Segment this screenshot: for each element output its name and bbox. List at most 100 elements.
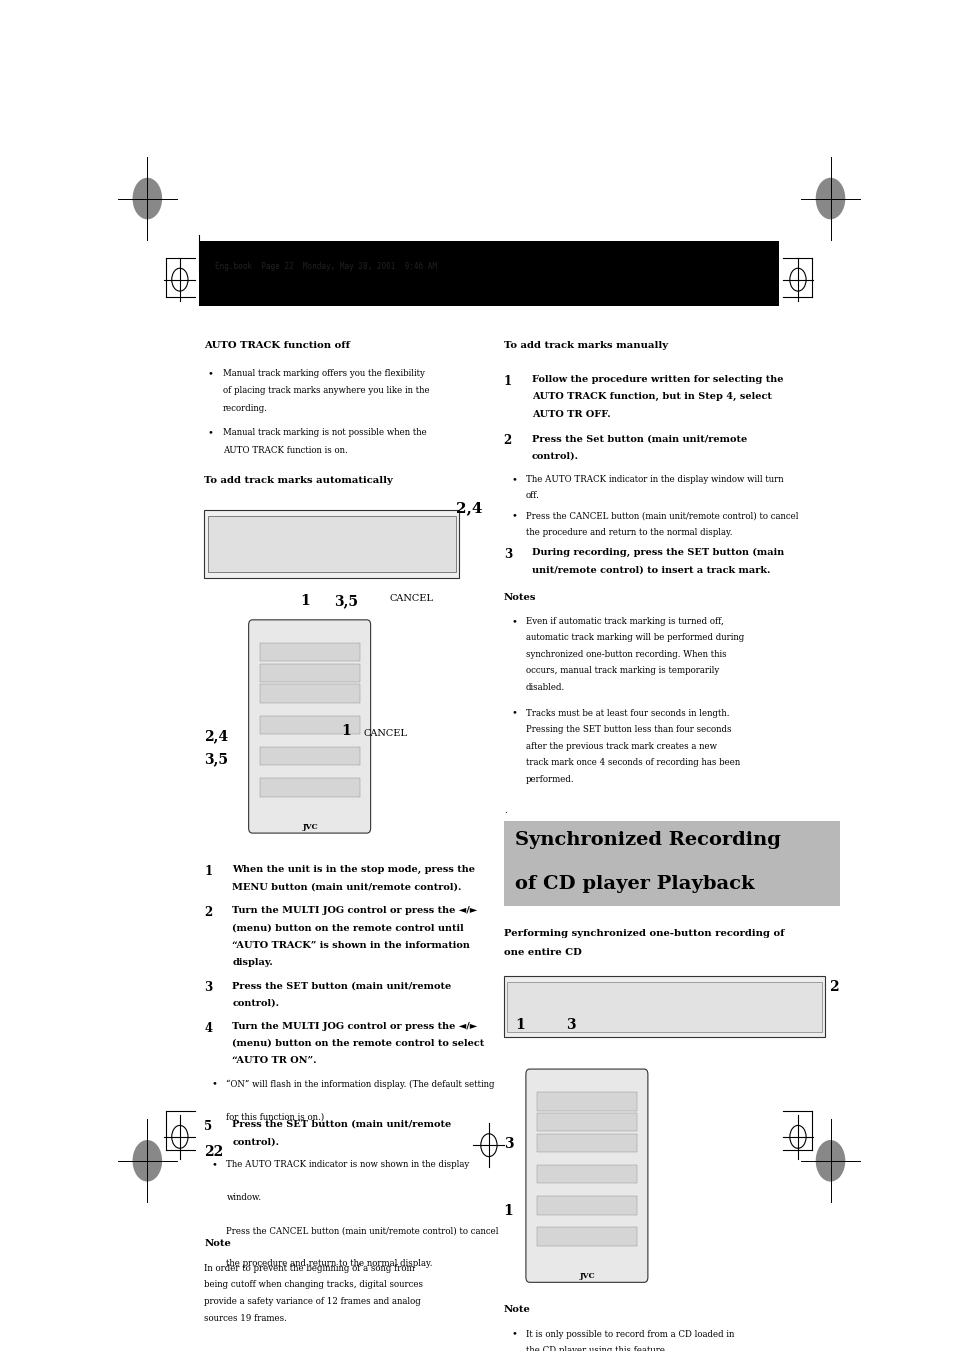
Text: “AUTO TRACK” is shown in the information: “AUTO TRACK” is shown in the information [233, 940, 470, 950]
Text: To add track marks automatically: To add track marks automatically [204, 476, 393, 485]
Text: JVC: JVC [302, 823, 317, 831]
FancyBboxPatch shape [537, 1113, 637, 1132]
Text: (menu) button on the remote control to select: (menu) button on the remote control to s… [233, 1039, 484, 1048]
Text: •: • [208, 369, 213, 378]
FancyBboxPatch shape [199, 242, 778, 305]
Text: 4: 4 [204, 1021, 213, 1035]
Text: control).: control). [233, 1138, 279, 1146]
FancyBboxPatch shape [259, 778, 359, 797]
Text: Tracks must be at least four seconds in length.: Tracks must be at least four seconds in … [525, 709, 729, 717]
Text: AUTO TRACK function off: AUTO TRACK function off [204, 340, 350, 350]
FancyBboxPatch shape [208, 516, 456, 571]
Text: •: • [212, 1079, 217, 1089]
Text: Press the CANCEL button (main unit/remote control) to cancel: Press the CANCEL button (main unit/remot… [525, 512, 798, 520]
Text: sources 19 frames.: sources 19 frames. [204, 1315, 287, 1323]
Text: Synchronized Recording: Synchronized Recording [515, 831, 780, 850]
Text: Notes: Notes [503, 593, 536, 601]
FancyBboxPatch shape [259, 685, 359, 703]
Text: track mark once 4 seconds of recording has been: track mark once 4 seconds of recording h… [525, 758, 740, 767]
Text: automatic track marking will be performed during: automatic track marking will be performe… [525, 634, 743, 642]
Text: Even if automatic track marking is turned off,: Even if automatic track marking is turne… [525, 617, 723, 626]
Text: provide a safety variance of 12 frames and analog: provide a safety variance of 12 frames a… [204, 1297, 420, 1306]
Text: 3: 3 [204, 981, 213, 994]
Text: 2: 2 [503, 435, 512, 447]
Text: the procedure and return to the normal display.: the procedure and return to the normal d… [525, 528, 732, 538]
FancyBboxPatch shape [259, 663, 359, 682]
Text: 2: 2 [204, 905, 213, 919]
Text: Press the SET button (main unit/remote: Press the SET button (main unit/remote [233, 981, 451, 990]
Text: window.: window. [226, 1193, 261, 1202]
Text: 1: 1 [503, 1204, 513, 1219]
Text: disabled.: disabled. [525, 682, 564, 692]
Text: Note: Note [204, 1239, 231, 1248]
Text: synchronized one-button recording. When this: synchronized one-button recording. When … [525, 650, 726, 659]
FancyBboxPatch shape [537, 1165, 637, 1183]
Text: unit/remote control) to insert a track mark.: unit/remote control) to insert a track m… [531, 566, 769, 574]
FancyBboxPatch shape [525, 1069, 647, 1282]
FancyBboxPatch shape [503, 977, 824, 1036]
FancyBboxPatch shape [249, 620, 370, 834]
Text: The AUTO TRACK indicator in the display window will turn: The AUTO TRACK indicator in the display … [525, 476, 782, 484]
Text: the CD player using this feature.: the CD player using this feature. [525, 1346, 667, 1351]
Text: 1: 1 [300, 594, 310, 608]
Text: being cutoff when changing tracks, digital sources: being cutoff when changing tracks, digit… [204, 1281, 423, 1289]
Text: Turn the MULTI JOG control or press the ◄/►: Turn the MULTI JOG control or press the … [233, 905, 477, 915]
Text: It is only possible to record from a CD loaded in: It is only possible to record from a CD … [525, 1329, 734, 1339]
FancyBboxPatch shape [537, 1133, 637, 1152]
Text: Press the Set button (main unit/remote: Press the Set button (main unit/remote [531, 435, 746, 443]
Text: Eng.book  Page 22  Monday, May 28, 2001  9:46 AM: Eng.book Page 22 Monday, May 28, 2001 9:… [215, 262, 436, 272]
Text: the procedure and return to the normal display.: the procedure and return to the normal d… [226, 1259, 433, 1269]
Text: occurs, manual track marking is temporarily: occurs, manual track marking is temporar… [525, 666, 719, 676]
FancyBboxPatch shape [204, 509, 459, 578]
Text: performed.: performed. [525, 774, 574, 784]
Text: 1: 1 [515, 1017, 524, 1032]
Text: MENU button (main unit/remote control).: MENU button (main unit/remote control). [233, 882, 461, 892]
Text: •: • [511, 512, 517, 520]
Text: Manual track marking is not possible when the: Manual track marking is not possible whe… [222, 428, 426, 438]
Text: •: • [511, 1329, 517, 1339]
Text: control).: control). [531, 451, 578, 461]
FancyBboxPatch shape [259, 643, 359, 662]
Text: Press the SET button (main unit/remote: Press the SET button (main unit/remote [233, 1120, 451, 1129]
Text: Follow the procedure written for selecting the: Follow the procedure written for selecti… [531, 374, 782, 384]
Text: Turn the MULTI JOG control or press the ◄/►: Turn the MULTI JOG control or press the … [233, 1021, 477, 1031]
FancyBboxPatch shape [537, 1092, 637, 1111]
Text: JVC: JVC [578, 1271, 595, 1279]
Text: CANCEL: CANCEL [363, 730, 407, 738]
Text: When the unit is in the stop mode, press the: When the unit is in the stop mode, press… [233, 866, 475, 874]
Text: off.: off. [525, 492, 539, 500]
Text: “AUTO TR ON”.: “AUTO TR ON”. [233, 1056, 316, 1066]
Text: •: • [208, 428, 213, 438]
Text: 3: 3 [503, 549, 512, 561]
Text: .: . [503, 807, 506, 815]
FancyBboxPatch shape [507, 982, 821, 1032]
Text: 2: 2 [828, 979, 838, 993]
Text: 2,4: 2,4 [456, 501, 481, 515]
Circle shape [815, 178, 844, 219]
FancyBboxPatch shape [537, 1227, 637, 1246]
Text: recording.: recording. [222, 404, 268, 412]
Text: Pressing the SET button less than four seconds: Pressing the SET button less than four s… [525, 725, 731, 734]
Text: 1: 1 [341, 724, 351, 738]
Text: after the previous track mark creates a new: after the previous track mark creates a … [525, 742, 716, 751]
Text: “ON” will flash in the information display. (The default setting: “ON” will flash in the information displ… [226, 1079, 495, 1089]
Text: To add track marks manually: To add track marks manually [503, 340, 667, 350]
Text: 2,4: 2,4 [204, 730, 228, 743]
Circle shape [132, 1140, 162, 1182]
FancyBboxPatch shape [259, 716, 359, 735]
FancyBboxPatch shape [259, 747, 359, 766]
Text: 3: 3 [566, 1017, 576, 1032]
Text: In order to prevent the beginning of a song from: In order to prevent the beginning of a s… [204, 1263, 415, 1273]
Text: one entire CD: one entire CD [503, 948, 580, 958]
Text: for this function is on.): for this function is on.) [226, 1112, 324, 1121]
Text: 3,5: 3,5 [204, 753, 228, 766]
Text: display.: display. [233, 958, 273, 967]
Text: 1: 1 [204, 866, 213, 878]
Text: control).: control). [233, 998, 279, 1008]
Text: 1: 1 [503, 374, 512, 388]
Circle shape [132, 178, 162, 219]
Text: of CD player Playback: of CD player Playback [515, 875, 754, 893]
Text: Performing synchronized one-button recording of: Performing synchronized one-button recor… [503, 928, 783, 938]
Text: •: • [511, 476, 517, 484]
Text: of placing track marks anywhere you like in the: of placing track marks anywhere you like… [222, 386, 429, 396]
